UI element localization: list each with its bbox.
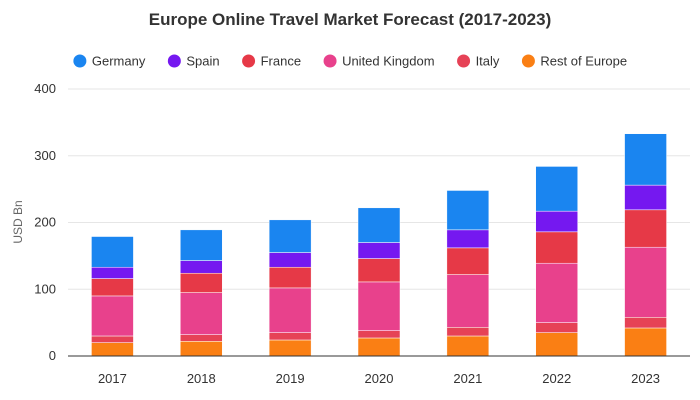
bar-stack bbox=[535, 166, 578, 357]
bar-segment bbox=[357, 337, 401, 357]
bar-segment bbox=[624, 184, 667, 211]
x-tick-label: 2018 bbox=[187, 371, 216, 386]
legend-label: Germany bbox=[92, 54, 146, 69]
legend-item: Rest of Europe bbox=[521, 54, 627, 69]
bar-stack bbox=[91, 236, 134, 357]
bar-stack bbox=[357, 207, 401, 357]
bar-segment bbox=[91, 295, 134, 337]
legend-item: Spain bbox=[167, 54, 220, 69]
bar-segment bbox=[357, 258, 401, 283]
legend-item: France bbox=[242, 54, 301, 69]
y-axis-label: USD Bn bbox=[11, 200, 25, 243]
bar-segment bbox=[535, 322, 578, 333]
bar-segment bbox=[624, 246, 667, 318]
bar-segment bbox=[357, 242, 401, 259]
bar-segment bbox=[446, 190, 490, 231]
bar-segment bbox=[535, 210, 578, 233]
x-axis: 2017 2018 2019 2020 2021 2022 2023 bbox=[68, 355, 690, 386]
bar-segment bbox=[535, 262, 578, 323]
x-tick-label: 2023 bbox=[631, 371, 660, 386]
bar-stack bbox=[446, 190, 490, 357]
bar-stack bbox=[268, 219, 312, 357]
legend: Germany Spain France United Kingdom Italy Res… bbox=[73, 54, 627, 69]
bar-segment bbox=[446, 335, 490, 357]
legend-marker bbox=[521, 54, 535, 68]
legend-marker bbox=[242, 54, 256, 68]
bar-segment bbox=[268, 266, 312, 289]
bar-segment bbox=[91, 335, 134, 343]
bar-segment bbox=[268, 332, 312, 341]
legend-label: Rest of Europe bbox=[540, 54, 627, 69]
y-tick-label: 100 bbox=[34, 281, 56, 296]
bar-segment bbox=[180, 292, 223, 335]
bar-segment bbox=[446, 274, 490, 328]
bar-segment bbox=[268, 252, 312, 268]
x-tick-label: 2017 bbox=[98, 371, 127, 386]
bar-segment bbox=[535, 231, 578, 264]
bar-segment bbox=[268, 219, 312, 253]
bar-segment bbox=[535, 332, 578, 357]
legend-item: Italy bbox=[457, 54, 500, 69]
legend-marker bbox=[323, 54, 337, 68]
bar-segment bbox=[180, 272, 223, 293]
bar-segment bbox=[624, 209, 667, 248]
bar-segment bbox=[446, 247, 490, 275]
y-tick-label: 0 bbox=[49, 348, 56, 363]
y-axis: 0 100 200 300 400 bbox=[34, 81, 56, 363]
bar-segment bbox=[446, 229, 490, 249]
legend-item: United Kingdom bbox=[323, 54, 435, 69]
bar-segment bbox=[180, 229, 223, 261]
bar-segment bbox=[268, 287, 312, 333]
bar-segment bbox=[180, 334, 223, 342]
legend-label: Spain bbox=[186, 54, 219, 69]
bar-segment bbox=[357, 281, 401, 331]
x-tick-label: 2020 bbox=[365, 371, 394, 386]
bar-segment bbox=[91, 266, 134, 279]
bars bbox=[91, 133, 667, 357]
bar-segment bbox=[180, 260, 223, 274]
legend-label: Italy bbox=[476, 54, 500, 69]
bar-segment bbox=[624, 327, 667, 357]
bar-segment bbox=[91, 236, 134, 268]
bar-segment bbox=[624, 133, 667, 186]
bar-segment bbox=[535, 166, 578, 212]
bar-segment bbox=[268, 339, 312, 357]
legend-marker bbox=[73, 54, 87, 68]
x-tick-label: 2021 bbox=[453, 371, 482, 386]
bar-segment bbox=[180, 341, 223, 357]
y-tick-label: 300 bbox=[34, 148, 56, 163]
legend-label: United Kingdom bbox=[342, 54, 435, 69]
bar-segment bbox=[91, 342, 134, 357]
legend-label: France bbox=[261, 54, 301, 69]
legend-marker bbox=[167, 54, 181, 68]
legend-marker bbox=[457, 54, 471, 68]
x-tick-label: 2022 bbox=[542, 371, 571, 386]
bar-segment bbox=[624, 317, 667, 329]
bar-segment bbox=[91, 278, 134, 297]
bar-stack bbox=[624, 133, 667, 357]
legend-item: Germany bbox=[73, 54, 146, 69]
bar-segment bbox=[446, 327, 490, 337]
bar-segment bbox=[357, 207, 401, 243]
bar-stack bbox=[180, 229, 223, 357]
y-tick-label: 400 bbox=[34, 81, 56, 96]
chart-title: Europe Online Travel Market Forecast (20… bbox=[149, 10, 552, 29]
x-tick-label: 2019 bbox=[276, 371, 305, 386]
y-tick-label: 200 bbox=[34, 215, 56, 230]
bar-segment bbox=[357, 330, 401, 339]
